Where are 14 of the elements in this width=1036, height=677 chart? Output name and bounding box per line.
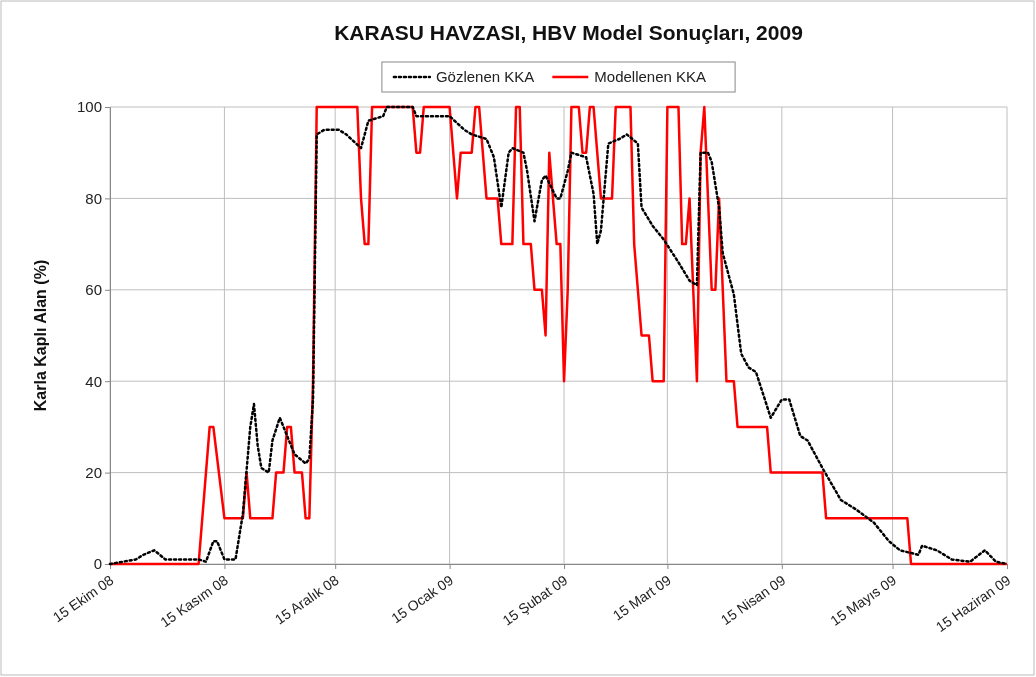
y-tick-label: 80: [85, 189, 102, 207]
x-tick-label: 15 Mart 09: [609, 571, 674, 624]
chart-title: KARASU HAVZASI, HBV Model Sonuçları, 2009: [334, 21, 803, 44]
x-tick-label: 15 Ekim 08: [49, 571, 117, 626]
y-axis-title: Karla Kaplı Alan (%): [32, 259, 49, 412]
y-tick-label: 100: [76, 98, 102, 116]
y-tick-label: 40: [85, 372, 102, 390]
legend-label: Modellenen KKA: [594, 68, 707, 85]
legend-label: Gözlenen KKA: [435, 68, 535, 85]
y-tick-label: 20: [85, 463, 102, 481]
line-series: [108, 105, 1009, 566]
y-tick-label: 60: [85, 281, 102, 299]
y-tick-label: 0: [93, 555, 102, 573]
x-tick-label: 15 Ocak 09: [388, 571, 457, 627]
